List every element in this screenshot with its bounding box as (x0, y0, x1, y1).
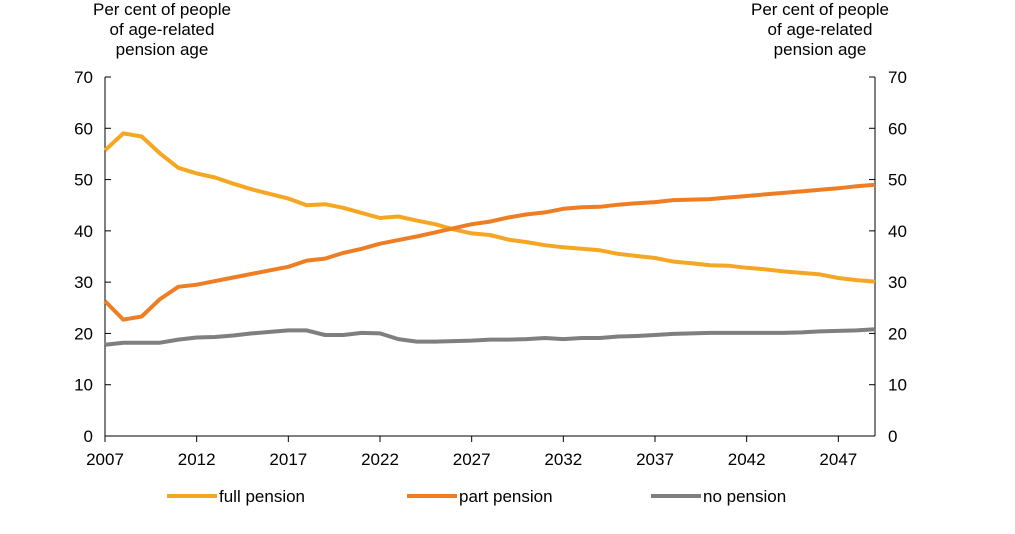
series-layer (103, 131, 876, 347)
right-axis-title: Per cent of people of age-related pensio… (751, 0, 889, 59)
x-tick-label: 2007 (86, 450, 124, 469)
part-pension-line (103, 182, 876, 322)
left-y-tick-label: 10 (74, 376, 93, 395)
left-y-tick-label: 20 (74, 324, 93, 343)
left-axis-title-line-1: Per cent of people (93, 0, 231, 19)
right-axis-title-line-3: pension age (774, 40, 867, 59)
right-y-tick-label: 0 (888, 427, 897, 446)
legend: full pension part pension no pension (167, 487, 786, 506)
left-y-tick-label: 40 (74, 222, 93, 241)
right-y-tick-label: 10 (888, 376, 907, 395)
right-y-tick-label: 40 (888, 222, 907, 241)
x-tick-label: 2027 (453, 450, 491, 469)
x-tick-label: 2042 (728, 450, 766, 469)
right-y-tick-label: 20 (888, 324, 907, 343)
left-y-tick-label: 30 (74, 273, 93, 292)
left-axis-title: Per cent of people of age-related pensio… (93, 0, 231, 59)
no-pension-legend-label: no pension (703, 487, 786, 506)
left-y-tick-label: 0 (84, 427, 93, 446)
right-y-tick-label: 60 (888, 119, 907, 138)
left-axis-title-line-3: pension age (116, 40, 209, 59)
right-y-tick-label: 30 (888, 273, 907, 292)
no-pension-line (104, 327, 876, 347)
axes: 0 0 10 10 20 20 30 30 40 40 50 50 60 60 70 70 2007 2012 20… (74, 68, 907, 469)
right-axis-title-line-1: Per cent of people (751, 0, 889, 19)
full-pension-line (103, 131, 876, 284)
x-tick-label: 2047 (819, 450, 857, 469)
part-pension-legend-label: part pension (459, 487, 553, 506)
x-tick-label: 2032 (544, 450, 582, 469)
left-y-tick-label: 60 (74, 119, 93, 138)
left-y-tick-label: 70 (74, 68, 93, 87)
left-y-tick-label: 50 (74, 171, 93, 190)
x-tick-label: 2022 (361, 450, 399, 469)
left-axis-title-line-2: of age-related (110, 20, 215, 39)
full-pension-legend-label: full pension (219, 487, 305, 506)
x-tick-label: 2017 (269, 450, 307, 469)
x-tick-label: 2037 (636, 450, 674, 469)
right-y-tick-label: 70 (888, 68, 907, 87)
right-y-tick-label: 50 (888, 171, 907, 190)
right-axis-title-line-2: of age-related (768, 20, 873, 39)
x-tick-label: 2012 (178, 450, 216, 469)
